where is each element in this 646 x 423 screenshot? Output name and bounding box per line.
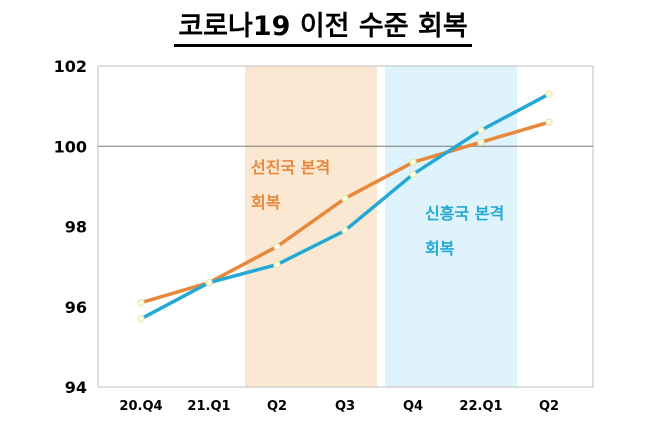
- series-layer: [137, 90, 553, 323]
- y-tick-label: 96: [65, 298, 87, 317]
- series-2-point: [545, 90, 553, 98]
- series-1-point: [409, 158, 417, 167]
- y-axis-ticks: 94 96 98 100 102: [54, 57, 87, 397]
- series-1-point: [137, 299, 145, 307]
- x-tick-label: Q4: [403, 399, 423, 414]
- x-tick-label: 22.Q1: [459, 399, 502, 414]
- x-tick-label: Q3: [335, 399, 355, 414]
- band-1-label: 회복: [251, 193, 281, 212]
- x-tick-label: 20.Q4: [119, 399, 162, 414]
- band-1-label: 선진국 본격: [251, 158, 330, 177]
- series-2-point: [409, 170, 417, 179]
- chart-title-text: 코로나19 이전 수준 회복: [174, 11, 472, 47]
- series-1-point: [545, 118, 553, 126]
- chart-title: 코로나19 이전 수준 회복: [0, 4, 646, 47]
- y-tick-label: 94: [65, 378, 87, 397]
- series-2-point: [341, 226, 349, 235]
- band-1: [245, 66, 377, 387]
- series-2-point: [205, 278, 213, 287]
- x-axis-ticks: 20.Q4 21.Q1 Q2 Q3 Q4 22.Q1 Q2: [119, 399, 559, 414]
- band-2-label: 신흥국 본격: [425, 204, 504, 223]
- x-tick-label: Q2: [267, 399, 287, 414]
- series-1-point: [477, 138, 485, 146]
- x-tick-label: 21.Q1: [187, 399, 230, 414]
- series-2-point: [273, 260, 281, 269]
- series-1-point: [273, 242, 281, 251]
- series-1-point: [341, 194, 349, 203]
- y-tick-label: 100: [54, 137, 87, 156]
- plot-frame: [97, 65, 594, 388]
- series-2-point: [137, 315, 145, 323]
- band-layer: [245, 66, 517, 387]
- y-tick-label: 98: [65, 218, 87, 237]
- band-2-label: 회복: [425, 239, 455, 258]
- y-tick-label: 102: [54, 57, 87, 76]
- x-tick-label: Q2: [539, 399, 559, 414]
- band-2: [385, 66, 517, 387]
- series-2-point: [477, 126, 485, 134]
